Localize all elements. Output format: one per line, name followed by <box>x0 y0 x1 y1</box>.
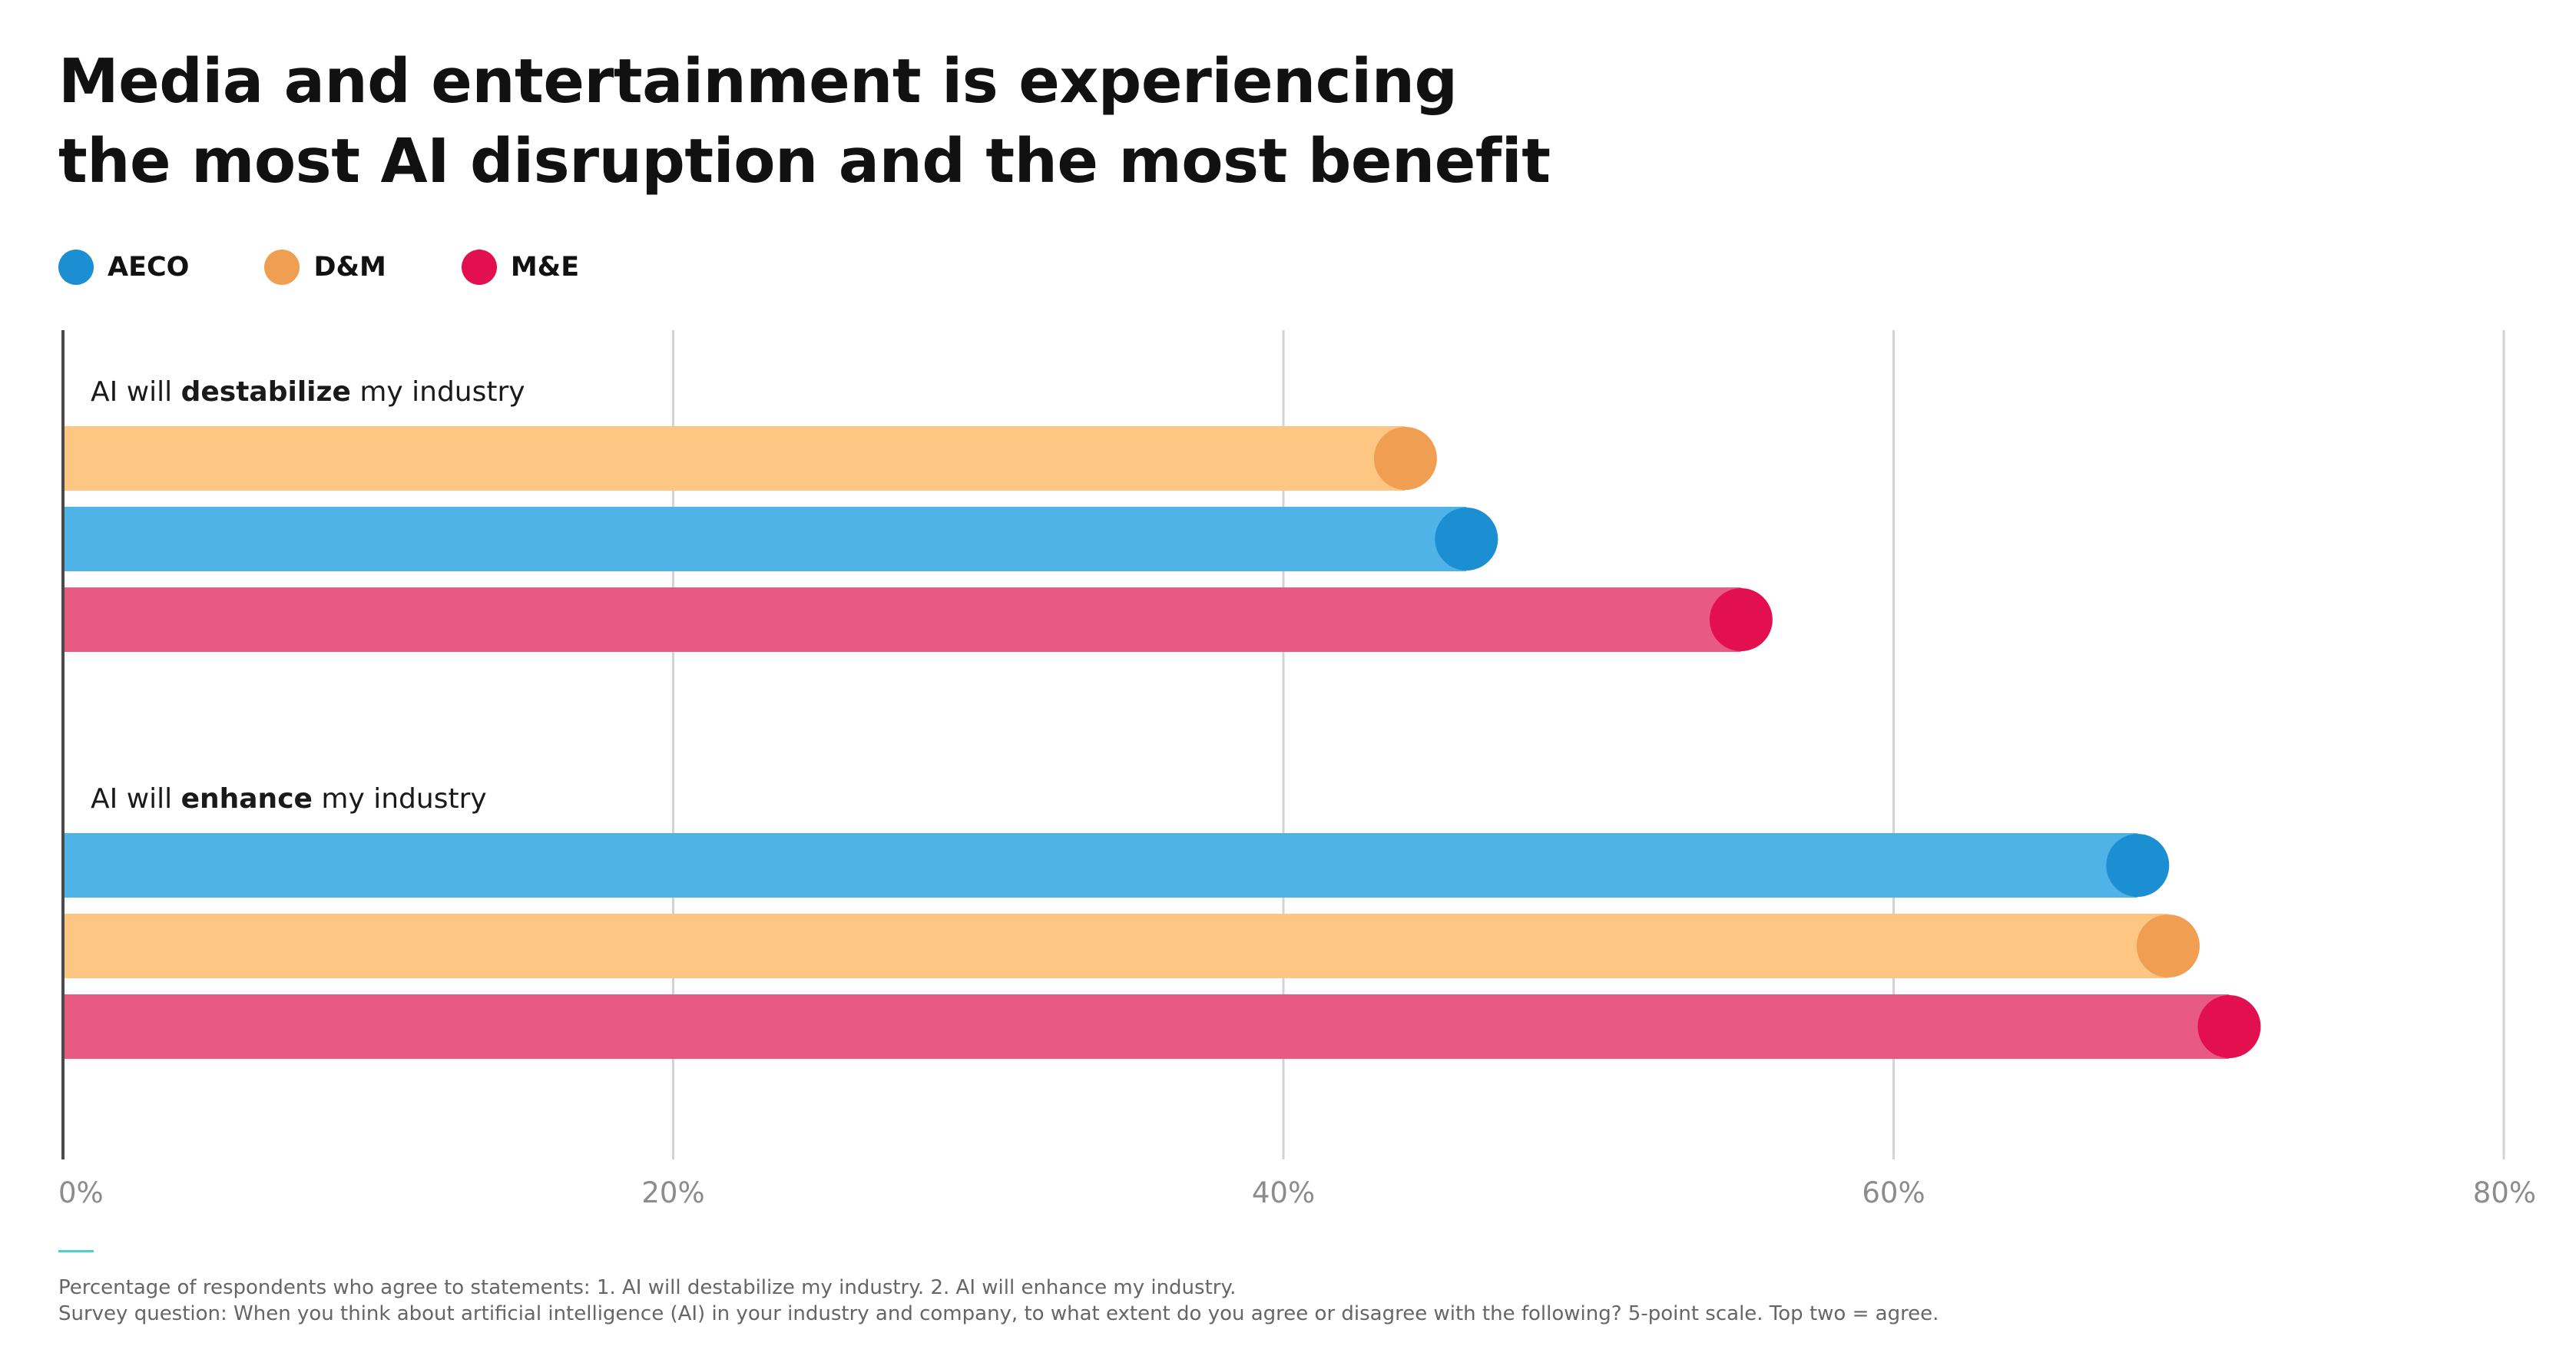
legend-label: M&E <box>510 252 580 283</box>
legend-item-aeco: AECO <box>58 250 189 285</box>
group-label-suffix: my industry <box>351 376 525 408</box>
group-label-suffix: my industry <box>313 783 487 815</box>
x-tick-label: 0% <box>58 1176 104 1209</box>
x-tick-label: 40% <box>1252 1176 1315 1209</box>
bar-d-m <box>63 914 2169 978</box>
chart-title: Media and entertainment is experiencing … <box>58 41 1551 201</box>
bar-end-marker-aeco <box>1435 508 1498 571</box>
bar-m-e <box>63 994 2230 1059</box>
group-label: AI will destabilize my industry <box>91 376 525 408</box>
chart-title-line-1: Media and entertainment is experiencing <box>58 46 1458 117</box>
chart-title-line-2: the most AI disruption and the most bene… <box>58 126 1551 197</box>
chart-legend: AECO D&M M&E <box>58 247 654 287</box>
legend-label: AECO <box>108 252 190 283</box>
bar-aeco <box>63 833 2138 898</box>
bar-m-e <box>63 587 1741 652</box>
footnote-line-2: Survey question: When you think about ar… <box>58 1302 1939 1325</box>
bar-end-marker-d-m <box>2137 915 2200 977</box>
bar-aeco <box>63 507 1467 571</box>
bar-end-marker-m-e <box>1709 588 1773 651</box>
legend-item-d-m: D&M <box>264 250 386 285</box>
group-label-prefix: AI will <box>91 783 181 815</box>
legend-swatch <box>461 250 497 285</box>
footnote-divider <box>58 1250 94 1252</box>
bar-d-m <box>63 426 1406 491</box>
group-label-prefix: AI will <box>91 376 181 408</box>
bar-chart: 0% 20% 40% 60% 80% AI will destabilize my ind… <box>58 330 2536 1209</box>
legend-swatch <box>58 250 94 285</box>
x-tick-label: 60% <box>1862 1176 1925 1209</box>
legend-label: D&M <box>313 252 386 283</box>
group-label: AI will enhance my industry <box>91 783 487 815</box>
group-label-keyword: enhance <box>181 783 313 815</box>
x-tick-label: 80% <box>2473 1176 2536 1209</box>
bar-end-marker-d-m <box>1373 427 1437 490</box>
legend-swatch <box>264 250 300 285</box>
footnote: Percentage of respondents who agree to s… <box>58 1275 1939 1327</box>
legend-item-m-e: M&E <box>461 250 580 285</box>
footnote-line-1: Percentage of respondents who agree to s… <box>58 1276 1237 1299</box>
group-label-keyword: destabilize <box>181 376 351 408</box>
x-tick-label: 20% <box>641 1176 704 1209</box>
bar-end-marker-m-e <box>2197 995 2261 1058</box>
bar-end-marker-aeco <box>2106 834 2170 897</box>
